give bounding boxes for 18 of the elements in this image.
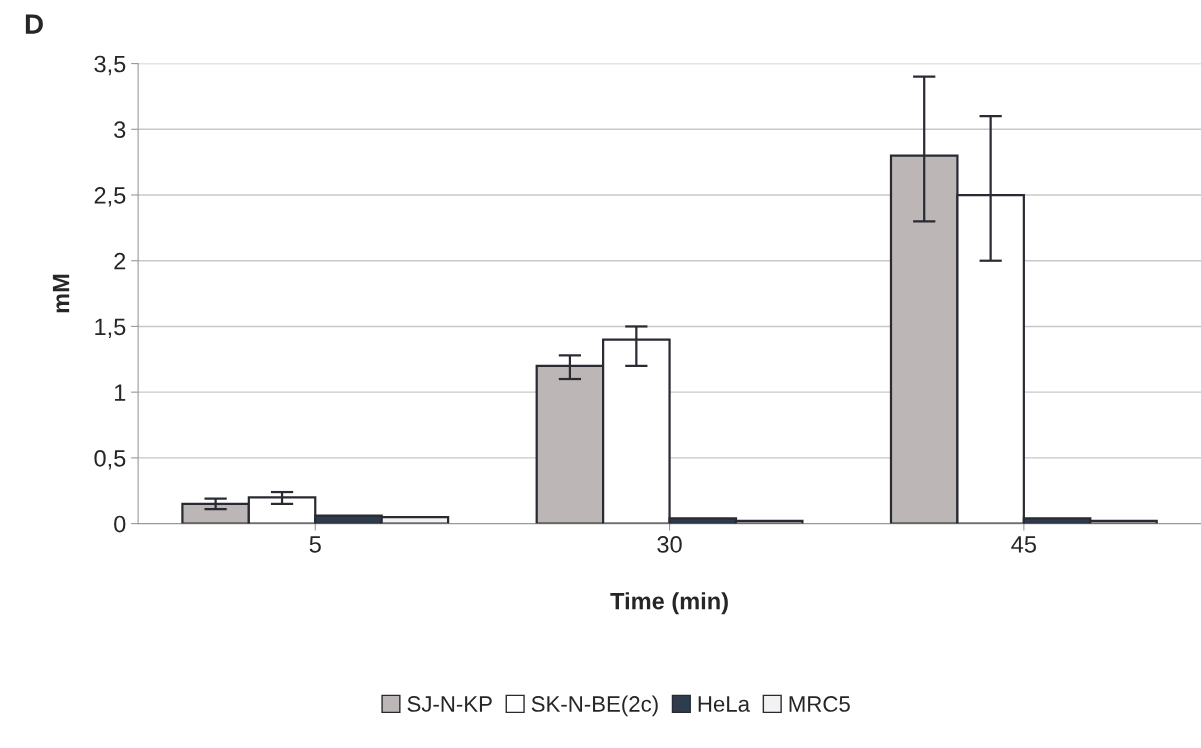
legend-label: MRC5 [789, 696, 850, 712]
y-axis-title: mM [52, 274, 70, 313]
y-tick-label: 3,5 [94, 55, 126, 76]
legend-label: HeLa [698, 696, 751, 712]
legend-label: SK-N-BE(2c) [531, 695, 658, 717]
x-tick-label: 30 [657, 536, 682, 553]
x-tick-label: 45 [1011, 536, 1036, 553]
y-tick-label: 1,5 [95, 318, 126, 339]
y-tick-label: 1 [114, 384, 126, 401]
x-tick-label: 5 [309, 536, 321, 553]
y-tick-label: 2,5 [94, 187, 126, 207]
text: D [25, 14, 43, 34]
legend-label: SJ-N-KP [407, 696, 492, 712]
y-tick-label: 0 [114, 515, 126, 533]
y-tick-label: 2 [114, 252, 126, 270]
x-axis-title: Time (min) [610, 592, 728, 615]
y-tick-label: 0,5 [94, 449, 126, 470]
y-tick-label: 3 [114, 121, 126, 139]
